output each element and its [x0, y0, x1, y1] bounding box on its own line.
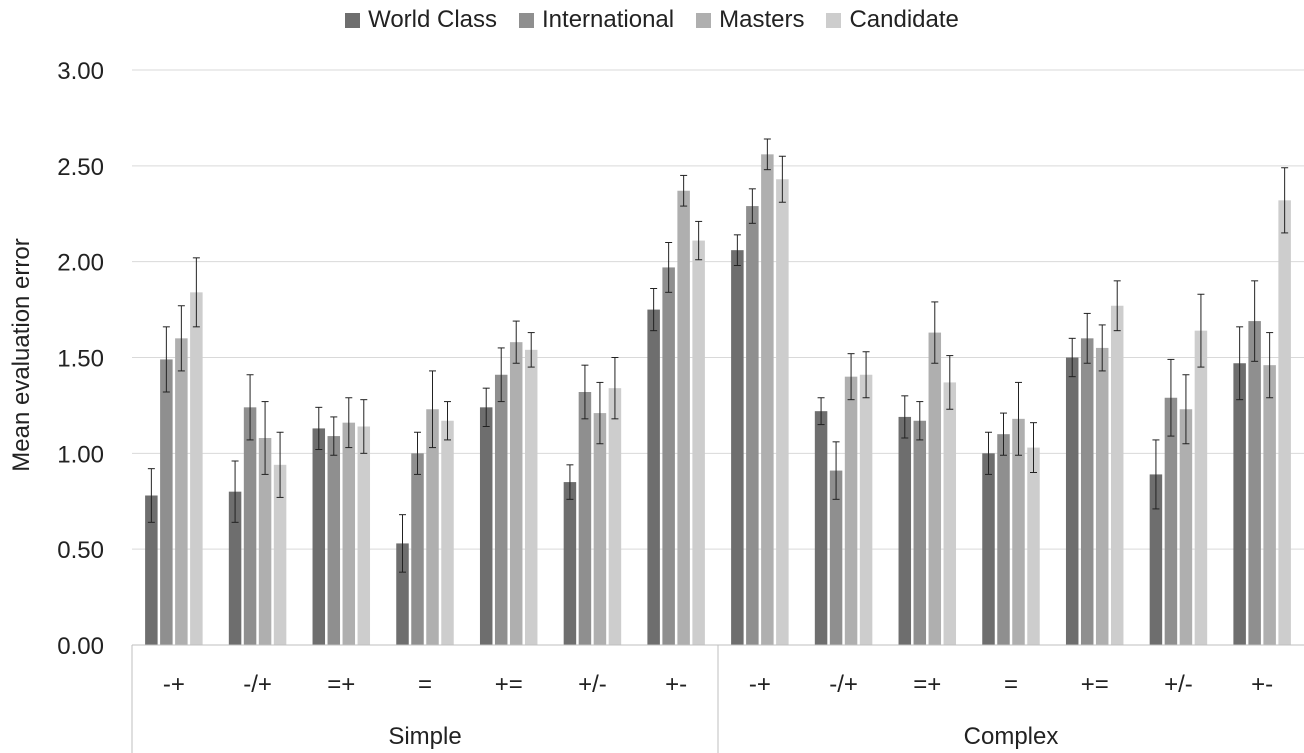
x-tick-label: -/+: [243, 671, 272, 698]
legend: World Class International Masters Candid…: [0, 6, 1304, 34]
y-tick-label: 1.50: [57, 346, 104, 373]
bar: [731, 250, 744, 645]
bar: [396, 543, 409, 645]
legend-label-international: International: [542, 6, 675, 33]
bar: [814, 411, 828, 645]
y-tick-label: 0.00: [57, 633, 104, 660]
y-tick-label: 1.00: [57, 441, 104, 468]
bar: [692, 240, 705, 646]
x-tick-label: +-: [1251, 671, 1273, 698]
bar: [426, 409, 439, 645]
legend-swatch-candidate: [826, 12, 842, 28]
bar: [563, 482, 577, 645]
x-tick-label: =+: [913, 671, 941, 698]
bar: [677, 190, 690, 645]
bar: [273, 464, 287, 645]
y-tick-label: 0.50: [57, 537, 104, 564]
bar: [1065, 357, 1079, 645]
bar: [859, 374, 873, 645]
bar: [982, 453, 995, 645]
legend-item-candidate: Candidate: [826, 6, 959, 34]
x-tick-label: -+: [749, 671, 771, 698]
legend-item-international: International: [519, 6, 674, 34]
legend-item-masters: Masters: [696, 6, 804, 34]
x-tick-label: -/+: [829, 671, 858, 698]
legend-swatch-world-class: [345, 12, 361, 28]
bar: [928, 332, 942, 645]
bar: [175, 338, 188, 645]
legend-swatch-masters: [696, 12, 712, 28]
legend-label-candidate: Candidate: [849, 6, 959, 33]
bar: [829, 470, 843, 645]
bar: [844, 376, 858, 645]
bar: [1164, 397, 1178, 645]
bar: [1095, 347, 1109, 645]
bar: [1012, 418, 1025, 645]
bar: [190, 292, 203, 645]
bar: [312, 428, 326, 645]
group-label: Complex: [964, 723, 1059, 750]
bar: [1179, 409, 1193, 645]
bar: [494, 374, 508, 645]
bar: [1149, 474, 1163, 645]
x-tick-label: +-: [665, 671, 687, 698]
y-tick-label: 2.00: [57, 250, 104, 277]
bar: [1263, 365, 1276, 645]
bar: [761, 154, 774, 646]
bar: [145, 495, 158, 645]
x-tick-label: =: [1004, 671, 1018, 698]
bar: [1110, 305, 1124, 645]
bar: [327, 436, 341, 645]
bar: [647, 309, 660, 645]
bar: [479, 407, 493, 645]
x-tick-label: +/-: [578, 671, 607, 698]
group-label: Simple: [388, 723, 461, 750]
bar: [258, 438, 272, 645]
bar: [342, 422, 356, 645]
bar: [357, 426, 371, 645]
x-tick-label: -+: [163, 671, 185, 698]
bar: [898, 416, 912, 645]
bar: [1278, 200, 1291, 646]
bar: [1248, 321, 1261, 645]
bar: [243, 407, 257, 645]
legend-label-world-class: World Class: [368, 6, 498, 33]
x-tick-label: +=: [1081, 671, 1109, 698]
bar: [608, 388, 622, 645]
bar: [411, 453, 424, 645]
bar: [509, 342, 523, 645]
y-tick-label: 3.00: [57, 58, 104, 85]
bar: [776, 179, 789, 645]
bar: [593, 413, 607, 645]
x-tick-label: =+: [327, 671, 355, 698]
bar: [160, 359, 173, 645]
bar: [1080, 338, 1094, 645]
bar: [441, 420, 454, 645]
bar: [1233, 363, 1246, 645]
bar: [1027, 447, 1040, 645]
legend-label-masters: Masters: [719, 6, 805, 33]
legend-item-world-class: World Class: [345, 6, 497, 34]
bar: [1194, 330, 1208, 645]
bar: [524, 349, 538, 645]
bar: [913, 420, 927, 645]
bar: [228, 491, 242, 645]
legend-swatch-international: [519, 12, 535, 28]
x-tick-label: =: [418, 671, 432, 698]
bar: [662, 267, 675, 645]
bar: [943, 382, 957, 645]
bar: [578, 392, 592, 645]
bar: [746, 206, 759, 646]
bar: [997, 434, 1010, 645]
x-tick-label: +/-: [1164, 671, 1193, 698]
x-tick-label: +=: [495, 671, 523, 698]
y-tick-label: 2.50: [57, 154, 104, 181]
